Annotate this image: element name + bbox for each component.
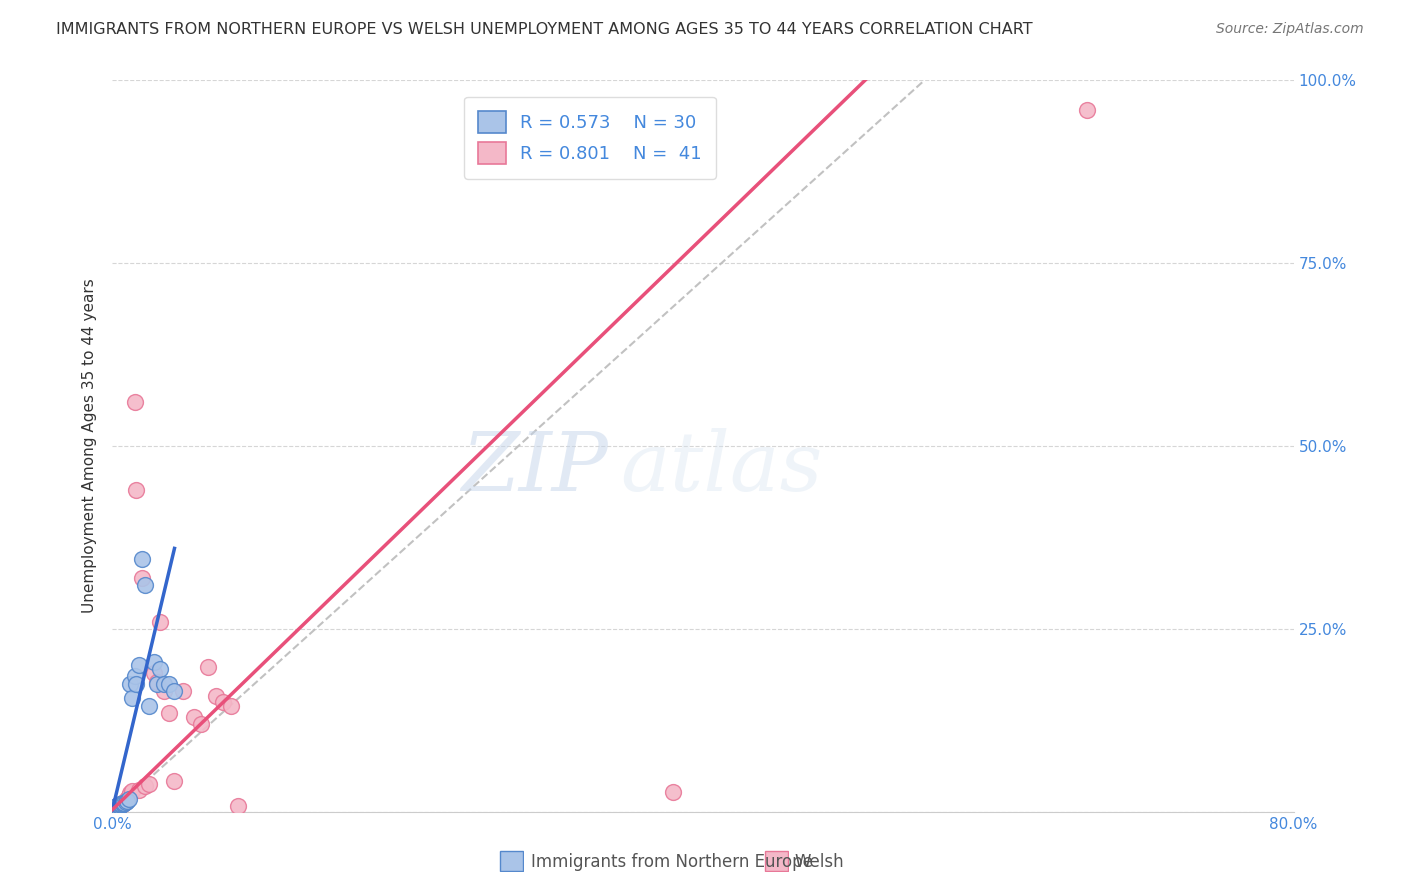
Text: Immigrants from Northern Europe: Immigrants from Northern Europe [531, 853, 813, 871]
Point [121, 691, 143, 706]
Point [103, 801, 125, 815]
Point [105, 798, 128, 813]
Point [149, 615, 172, 629]
Point [128, 782, 150, 797]
Point [121, 784, 143, 798]
Point [219, 698, 242, 713]
Legend: R = 0.573    N = 30, R = 0.801    N =  41: R = 0.573 N = 30, R = 0.801 N = 41 [464, 96, 716, 178]
Point [111, 796, 134, 810]
Point [105, 799, 128, 814]
Point [110, 797, 132, 811]
Point [105, 799, 128, 814]
Point [124, 395, 146, 409]
Point [134, 578, 156, 592]
Point [110, 797, 132, 811]
Point [104, 800, 127, 814]
Point [118, 791, 141, 805]
Point [114, 795, 136, 809]
Point [226, 798, 249, 813]
Point [117, 794, 138, 808]
Point [108, 798, 131, 813]
Point [107, 798, 129, 813]
Point [153, 684, 176, 698]
Text: atlas: atlas [620, 428, 823, 508]
Text: Welsh: Welsh [794, 853, 844, 871]
Point [131, 571, 153, 585]
Point [104, 800, 127, 814]
Point [111, 797, 134, 812]
Point [157, 706, 180, 720]
Point [110, 798, 132, 813]
Point [108, 797, 131, 812]
Point [142, 655, 165, 669]
Point [138, 698, 160, 713]
Point [108, 798, 131, 813]
Point [112, 796, 135, 810]
Point [114, 794, 136, 808]
Point [124, 669, 146, 683]
Point [205, 689, 228, 703]
Point [146, 674, 169, 689]
Point [1076, 103, 1098, 117]
Point [212, 695, 235, 709]
Point [149, 662, 172, 676]
Point [118, 789, 141, 803]
Point [128, 658, 150, 673]
Point [134, 779, 156, 793]
Point [107, 798, 129, 813]
Y-axis label: Unemployment Among Ages 35 to 44 years: Unemployment Among Ages 35 to 44 years [82, 278, 97, 614]
Point [120, 787, 142, 801]
Point [146, 676, 169, 690]
Point [142, 665, 165, 680]
Point [153, 676, 176, 690]
Point [163, 774, 186, 789]
Point [107, 799, 129, 814]
Point [172, 684, 194, 698]
Point [163, 684, 186, 698]
Point [190, 717, 212, 731]
Point [111, 797, 134, 812]
Point [157, 676, 180, 690]
Text: ZIP: ZIP [461, 428, 609, 508]
Point [125, 483, 148, 497]
Point [117, 791, 138, 805]
Point [104, 801, 127, 815]
Point [110, 797, 132, 812]
Point [105, 798, 128, 813]
Point [125, 676, 148, 690]
Point [138, 777, 160, 791]
Point [107, 799, 129, 814]
Point [108, 798, 131, 813]
Point [183, 709, 205, 723]
Point [120, 676, 142, 690]
Point [112, 795, 135, 809]
Point [111, 796, 134, 810]
Point [131, 552, 153, 566]
Point [662, 785, 685, 799]
Text: Source: ZipAtlas.com: Source: ZipAtlas.com [1216, 22, 1364, 37]
Text: IMMIGRANTS FROM NORTHERN EUROPE VS WELSH UNEMPLOYMENT AMONG AGES 35 TO 44 YEARS : IMMIGRANTS FROM NORTHERN EUROPE VS WELSH… [56, 22, 1033, 37]
Point [103, 801, 125, 815]
Point [197, 660, 219, 674]
